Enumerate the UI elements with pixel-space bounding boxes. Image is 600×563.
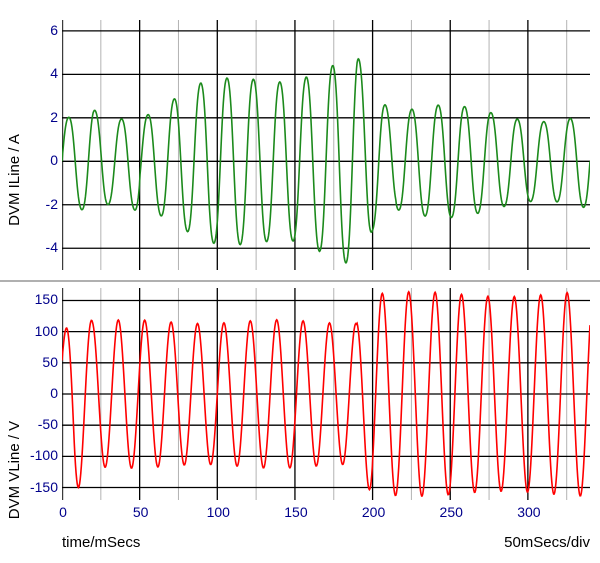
iline-ytick-0: 0 — [20, 152, 58, 168]
iline-ytick--2: -2 — [20, 196, 58, 212]
vline-svg-chart — [62, 288, 590, 500]
vline-ytick-50: 50 — [14, 354, 58, 370]
iline-ytick-4: 4 — [20, 65, 58, 81]
time-xtick-200: 200 — [359, 504, 389, 520]
iline-ytick-6: 6 — [20, 22, 58, 38]
time-xtick-250: 250 — [436, 504, 466, 520]
time-axis-label: time/mSecs — [62, 534, 140, 551]
vline-axis-title: DVM VLine / V — [6, 421, 23, 519]
iline-ytick--4: -4 — [20, 239, 58, 255]
time-xtick-50: 50 — [126, 504, 156, 520]
vline-ytick--100: -100 — [14, 447, 58, 463]
dual-waveform-chart: DVM ILine / A DVM VLine / V time/mSecs 5… — [0, 0, 600, 563]
vline-plot — [62, 288, 590, 500]
iline-axis-title: DVM ILine / A — [6, 134, 23, 226]
chart-separator — [0, 280, 600, 282]
iline-plot — [62, 20, 590, 270]
time-xtick-0: 0 — [48, 504, 78, 520]
iline-svg-chart — [62, 20, 590, 270]
div-scale-label: 50mSecs/div — [504, 534, 590, 551]
vline-ytick--50: -50 — [14, 416, 58, 432]
vline-ytick-0: 0 — [14, 385, 58, 401]
time-xtick-300: 300 — [514, 504, 544, 520]
vline-ytick-150: 150 — [14, 291, 58, 307]
iline-waveform-path — [62, 59, 590, 263]
vline-ytick--150: -150 — [14, 479, 58, 495]
vline-ytick-100: 100 — [14, 323, 58, 339]
time-xtick-150: 150 — [281, 504, 311, 520]
time-xtick-100: 100 — [203, 504, 233, 520]
iline-ytick-2: 2 — [20, 109, 58, 125]
